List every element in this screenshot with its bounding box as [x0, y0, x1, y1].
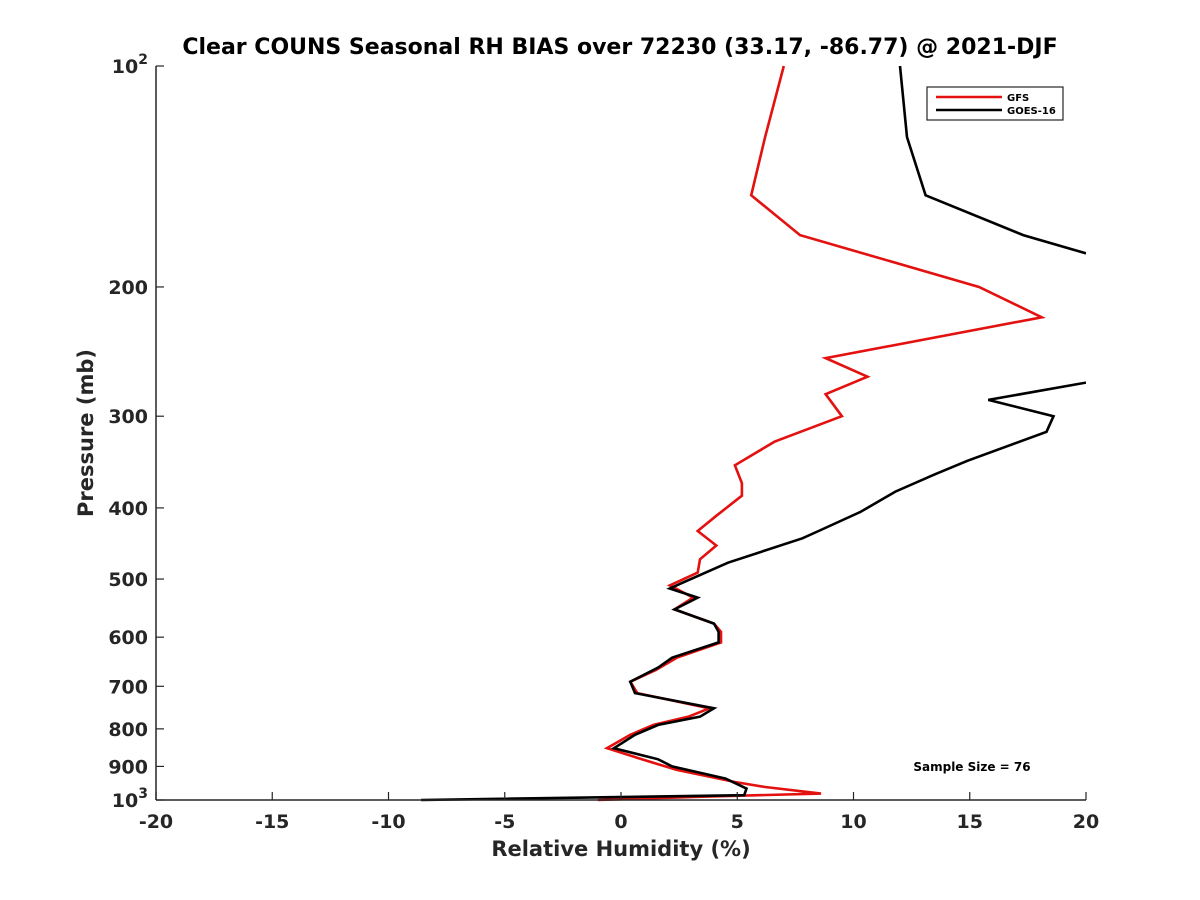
x-tick-label: -20: [139, 811, 173, 833]
x-tick-label: -10: [371, 811, 405, 833]
axes: [155, 66, 1086, 801]
series-line-gfs: [597, 65, 1046, 802]
y-tick-label: 102: [112, 52, 148, 78]
y-tick-label: 700: [108, 676, 148, 698]
legend-label-gfs: GFS: [1007, 93, 1029, 104]
y-tick-label: 900: [108, 756, 148, 778]
y-tick-label: 600: [108, 627, 148, 649]
x-tick-label: 0: [614, 811, 627, 833]
x-tick-label: 15: [957, 811, 983, 833]
x-tick-label: -5: [494, 811, 515, 833]
legend-label-goes-16: GOES-16: [1007, 106, 1056, 117]
chart-title: Clear COUNS Seasonal RH BIAS over 72230 …: [182, 35, 1057, 60]
sample-size-annotation: Sample Size = 76: [913, 760, 1030, 774]
y-tick-label: 500: [108, 569, 148, 591]
x-tick-label: 10: [840, 811, 866, 833]
plot-series: [421, 65, 1086, 802]
series-line-goes-16: [421, 65, 1086, 802]
x-tick-label: 5: [731, 811, 744, 833]
y-tick-label: 200: [108, 277, 148, 299]
legend: GFS GOES-16: [926, 86, 1064, 121]
x-axis-label: Relative Humidity (%): [491, 837, 750, 861]
x-tick-label: -15: [255, 811, 289, 833]
y-tick-label: 800: [108, 719, 148, 741]
x-ticks: -20 -15 -10 -5 0 5 10 15 20: [139, 792, 1099, 833]
y-tick-label: 400: [108, 498, 148, 520]
x-tick-label: 20: [1073, 811, 1099, 833]
y-tick-label: 103: [112, 786, 148, 812]
legend-box: [926, 86, 1064, 121]
y-ticks: 102 200 300 400 500 600 700 800 900 103: [108, 52, 164, 812]
y-tick-label: 300: [108, 406, 148, 428]
y-axis-label: Pressure (mb): [74, 349, 98, 517]
